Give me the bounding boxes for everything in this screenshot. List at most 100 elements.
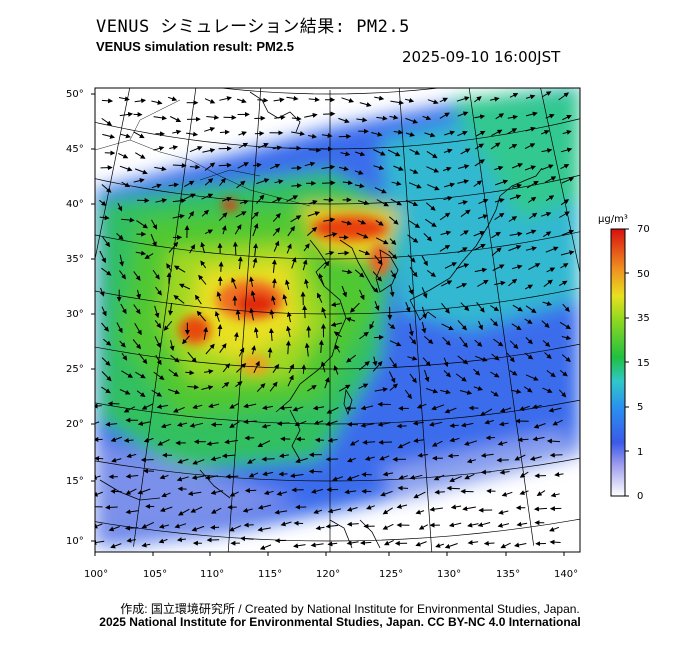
wind-arrow <box>177 458 189 464</box>
wind-arrow <box>257 504 272 510</box>
wind-arrow <box>460 230 469 236</box>
wind-arrow <box>101 117 113 126</box>
wind-arrow <box>546 370 556 378</box>
wind-arrow <box>280 521 292 527</box>
wind-arrow <box>457 355 469 365</box>
wind-arrow <box>210 490 224 495</box>
wind-arrow <box>369 320 375 330</box>
wind-arrow <box>444 182 456 188</box>
wind-arrow <box>382 471 394 477</box>
wind-arrow <box>407 355 418 361</box>
wind-arrow <box>346 421 359 427</box>
wind-arrow <box>374 95 385 101</box>
wind-arrow <box>234 224 242 235</box>
colorbar-tick: 1 <box>637 447 643 458</box>
wind-arrow <box>261 456 275 462</box>
wind-arrow <box>344 489 357 495</box>
wind-arrow <box>172 198 187 204</box>
wind-arrow <box>393 129 404 135</box>
wind-arrow <box>475 130 486 137</box>
wind-arrow <box>525 246 537 252</box>
wind-arrow <box>354 151 366 157</box>
wind-arrow <box>187 491 202 497</box>
wind-arrow <box>456 263 470 270</box>
wind-arrow <box>153 115 167 121</box>
wind-arrow <box>99 250 106 264</box>
wind-arrow <box>372 356 378 367</box>
wind-arrow <box>373 149 386 156</box>
wind-arrow <box>519 405 530 411</box>
wind-arrow <box>346 521 359 527</box>
wind-arrow <box>252 162 262 168</box>
wind-arrow <box>271 197 283 203</box>
wind-arrow <box>291 257 297 269</box>
wind-arrow <box>125 509 139 515</box>
wind-arrow <box>290 215 302 223</box>
wind-arrow <box>323 217 336 223</box>
wind-arrow <box>235 381 243 388</box>
wind-arrow <box>357 219 367 225</box>
wind-arrow <box>101 371 112 382</box>
wind-arrow <box>561 335 572 341</box>
wind-arrow <box>184 180 195 188</box>
wind-arrow <box>253 360 260 374</box>
wind-arrow <box>173 265 186 273</box>
wind-arrow <box>423 336 434 345</box>
wind-arrow <box>524 284 534 290</box>
wind-arrow <box>204 98 216 104</box>
wind-arrow <box>134 322 142 336</box>
wind-arrow <box>307 211 321 217</box>
wind-arrow <box>549 539 561 545</box>
wind-arrow <box>404 389 412 400</box>
wind-arrow <box>382 523 394 530</box>
wind-arrow <box>313 420 324 425</box>
wind-arrow <box>196 310 207 322</box>
wind-arrow <box>443 357 449 368</box>
wind-arrow <box>532 436 545 442</box>
wind-arrow <box>473 180 483 187</box>
wind-arrow <box>364 456 375 461</box>
wind-arrow <box>308 97 320 102</box>
lon-label: 120° <box>316 569 340 580</box>
wind-arrow <box>261 423 271 429</box>
wind-arrow <box>422 357 431 367</box>
wind-arrow <box>492 264 505 272</box>
wind-arrow <box>176 537 186 543</box>
wind-arrow <box>102 236 111 248</box>
wind-arrow <box>333 365 339 375</box>
wind-arrow <box>274 115 286 121</box>
wind-arrow <box>457 247 468 254</box>
wind-arrow <box>307 384 317 392</box>
wind-arrow <box>267 347 273 358</box>
wind-arrow <box>178 508 190 516</box>
wind-arrow <box>370 284 379 293</box>
wind-arrow <box>303 243 310 252</box>
wind-arrow <box>286 325 291 338</box>
wind-arrow <box>541 211 552 217</box>
wind-arrow <box>545 195 555 202</box>
meridian-line <box>670 30 700 472</box>
lon-label: 130° <box>437 569 461 580</box>
wind-arrow <box>433 474 445 481</box>
wind-arrow <box>257 143 269 149</box>
wind-arrow <box>105 504 118 510</box>
wind-arrow <box>154 166 167 172</box>
wind-arrow <box>499 469 510 475</box>
wind-arrow <box>346 506 358 512</box>
wind-arrow <box>286 311 292 323</box>
wind-arrow <box>533 423 546 429</box>
wind-arrow <box>514 454 526 461</box>
wind-arrow <box>443 370 452 378</box>
wind-arrow <box>559 280 568 287</box>
wind-arrow <box>562 115 572 121</box>
wind-arrow <box>457 320 467 331</box>
wind-arrow <box>269 309 275 319</box>
wind-arrow <box>318 339 324 353</box>
wind-arrow <box>542 231 552 238</box>
wind-vectors <box>95 91 575 550</box>
wind-arrow <box>288 363 294 374</box>
wind-arrow <box>418 524 429 530</box>
wind-arrow <box>117 202 123 212</box>
wind-arrow <box>405 131 415 137</box>
wind-arrow <box>214 310 220 322</box>
